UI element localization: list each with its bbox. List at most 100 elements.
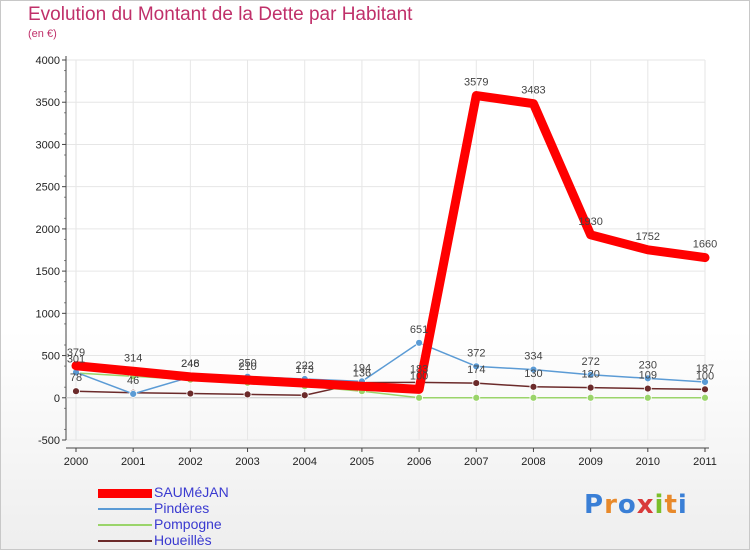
logo-letter: x — [636, 490, 655, 520]
data-point — [472, 362, 481, 371]
chart-series — [71, 91, 710, 402]
y-tick-label: 1000 — [36, 308, 60, 320]
data-label: 136 — [353, 367, 371, 379]
y-tick-label: 3000 — [36, 139, 60, 151]
data-point — [529, 365, 538, 374]
x-tick-label: 2010 — [636, 456, 660, 468]
data-point — [701, 393, 709, 402]
x-tick-label: 2004 — [292, 456, 316, 468]
data-label: 334 — [524, 351, 542, 363]
logo-letter: P — [584, 490, 605, 520]
chart-data-labels: 379 314 248 210 173 136 100 3579 3483 1930 1752 166… — [67, 77, 717, 387]
y-tick-label: 0 — [54, 393, 60, 405]
data-label: 246 — [181, 358, 199, 370]
x-tick-label: 2009 — [578, 456, 602, 468]
data-point — [586, 393, 595, 402]
data-label: 651 — [410, 324, 428, 336]
legend-swatch — [98, 488, 152, 498]
data-point — [300, 391, 309, 400]
data-label: 1660 — [693, 239, 717, 251]
x-tick-label: 2002 — [178, 456, 202, 468]
chart-subtitle: (en €) — [28, 28, 57, 40]
y-tick-label: 2000 — [36, 224, 60, 236]
data-label: 100 — [410, 370, 428, 382]
legend-label: Pompogne — [154, 516, 222, 532]
data-label: 301 — [67, 353, 85, 365]
data-label: 174 — [467, 364, 485, 376]
logo-letter: r — [604, 490, 618, 520]
data-point — [72, 387, 80, 396]
data-label: 1930 — [578, 216, 602, 228]
data-label: 194 — [353, 362, 371, 374]
data-label: 78 — [70, 372, 82, 384]
data-label: 130 — [524, 368, 542, 380]
logo-letter: i — [677, 490, 688, 520]
series-line-3 — [75, 381, 706, 396]
data-label: 1752 — [636, 231, 660, 243]
data-label: 100 — [696, 370, 714, 382]
data-label: 109 — [639, 370, 657, 382]
data-point — [701, 378, 709, 386]
x-tick-label: 2000 — [64, 456, 88, 468]
series-line-0 — [71, 91, 710, 394]
x-tick-label: 2006 — [407, 456, 431, 468]
data-label: 314 — [124, 352, 142, 364]
data-point — [529, 393, 538, 402]
logo-letter: t — [664, 490, 678, 520]
y-tick-label: 4000 — [36, 55, 60, 67]
x-tick-label: 2001 — [121, 456, 145, 468]
data-point — [472, 393, 481, 402]
data-label: 250 — [238, 358, 256, 370]
data-point — [586, 383, 595, 392]
data-label: 230 — [639, 359, 657, 371]
y-tick-label: 3500 — [36, 97, 60, 109]
x-tick-label: 2011 — [693, 456, 717, 468]
legend-swatch — [98, 540, 152, 542]
data-label: 248 — [181, 358, 199, 370]
data-label: 272 — [581, 356, 599, 368]
chart-axes: -500 0 500 1000 1500 2000 2500 3000 3500 4000 2000… — [36, 55, 717, 468]
data-label: 3483 — [521, 85, 545, 97]
logo-letter: o — [617, 490, 637, 520]
y-tick-label: 1500 — [36, 266, 60, 278]
data-point — [243, 390, 252, 399]
data-label: 222 — [296, 360, 314, 372]
data-label: 173 — [296, 364, 314, 376]
data-label: 183 — [410, 363, 428, 375]
x-tick-label: 2008 — [521, 456, 545, 468]
logo-letter: i — [654, 490, 665, 520]
data-label: 46 — [127, 375, 139, 387]
data-point — [186, 389, 195, 398]
data-point — [586, 370, 595, 379]
data-label: 3579 — [464, 77, 488, 89]
data-point — [529, 382, 538, 391]
data-point — [643, 384, 652, 393]
data-point — [643, 393, 652, 402]
legend-swatch — [98, 524, 152, 526]
data-point — [472, 379, 481, 387]
data-point — [415, 393, 423, 402]
data-label: 372 — [467, 347, 485, 359]
data-point — [129, 389, 138, 398]
data-label: 120 — [581, 369, 599, 381]
data-point — [415, 338, 423, 347]
legend-swatch — [98, 508, 152, 510]
legend-label: Pindères — [154, 500, 210, 516]
legend-label: SAUMéJAN — [154, 484, 229, 500]
data-point — [701, 385, 709, 394]
y-tick-label: -500 — [38, 435, 60, 447]
y-tick-label: 500 — [42, 351, 60, 363]
x-tick-label: 2007 — [464, 456, 488, 468]
y-tick-label: 2500 — [36, 182, 60, 194]
x-tick-label: 2003 — [235, 456, 259, 468]
data-label: 379 — [67, 347, 85, 359]
legend-label: Houeillès — [154, 532, 212, 548]
data-point — [643, 374, 652, 383]
proxiti-logo: Proxiti — [584, 490, 688, 520]
chart-title: Evolution du Montant de la Dette par Hab… — [28, 4, 413, 25]
data-label: 187 — [696, 363, 714, 375]
x-tick-label: 2005 — [350, 456, 374, 468]
data-label: 210 — [238, 361, 256, 373]
